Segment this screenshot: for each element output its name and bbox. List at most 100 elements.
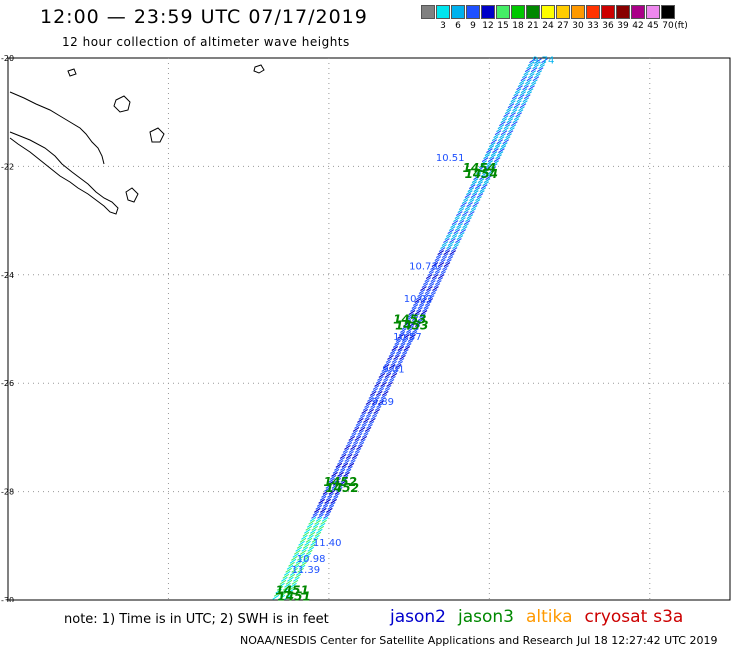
track-mark bbox=[324, 486, 331, 492]
track-mark bbox=[529, 70, 537, 76]
track-mark bbox=[328, 489, 336, 495]
track-mark bbox=[412, 301, 420, 306]
track-mark bbox=[481, 157, 489, 163]
track-mark bbox=[310, 528, 317, 534]
track-mark bbox=[311, 525, 319, 531]
track-mark bbox=[327, 504, 335, 510]
track-mark bbox=[315, 504, 323, 510]
track-mark bbox=[355, 432, 363, 438]
track-mark bbox=[529, 58, 536, 64]
track-mark bbox=[501, 115, 509, 121]
track-mark bbox=[412, 328, 419, 333]
track-mark bbox=[306, 522, 314, 528]
track-mark bbox=[354, 447, 362, 453]
track-mark bbox=[498, 148, 505, 154]
track-number-label-shadow: 1454 bbox=[465, 167, 498, 181]
track-mark bbox=[351, 453, 359, 459]
track-mark bbox=[318, 498, 325, 504]
wave-height-readout: 9.89 bbox=[372, 397, 394, 408]
track-mark bbox=[377, 399, 385, 405]
track-mark bbox=[509, 124, 517, 130]
track-mark bbox=[298, 564, 306, 570]
legend-label: 70 bbox=[662, 21, 674, 31]
wave-height-readout: 11.39 bbox=[291, 565, 320, 576]
track-mark bbox=[394, 364, 402, 369]
track-mark bbox=[272, 594, 280, 600]
track-mark bbox=[382, 364, 390, 369]
track-mark bbox=[442, 265, 449, 271]
track-mark bbox=[411, 316, 419, 321]
track-mark bbox=[448, 226, 456, 232]
track-mark bbox=[419, 313, 426, 318]
coastline-island bbox=[149, 127, 165, 143]
credit-line: NOAA/NESDIS Center for Satellite Applica… bbox=[240, 634, 574, 647]
track-mark bbox=[310, 540, 317, 546]
track-mark bbox=[452, 244, 459, 250]
track-mark bbox=[474, 172, 482, 178]
track-mark bbox=[413, 313, 420, 318]
track-mark bbox=[515, 100, 522, 106]
track-mark bbox=[447, 241, 455, 247]
track-mark bbox=[535, 58, 542, 64]
coastline-island bbox=[113, 95, 131, 113]
track-mark bbox=[470, 205, 478, 211]
track-mark bbox=[312, 510, 320, 516]
track-mark bbox=[331, 471, 338, 477]
track-mark bbox=[293, 549, 301, 555]
track-mark bbox=[368, 393, 376, 399]
track-mark bbox=[471, 178, 479, 184]
track-mark bbox=[381, 367, 389, 372]
track-mark bbox=[536, 67, 544, 73]
satellite-name: altika bbox=[526, 607, 573, 627]
legend-label: 30 bbox=[572, 21, 584, 31]
track-mark bbox=[505, 133, 512, 139]
track-mark bbox=[301, 534, 308, 540]
map-grid: 165168171174177-20-22-24-26-28-30 bbox=[1, 54, 730, 602]
track-mark bbox=[413, 325, 421, 330]
track-mark bbox=[459, 217, 466, 223]
legend-label: 33 bbox=[587, 21, 599, 31]
track-mark bbox=[308, 531, 316, 537]
track-mark bbox=[318, 510, 326, 516]
track-mark bbox=[374, 405, 382, 411]
track-mark bbox=[402, 349, 409, 354]
wave-height-map: 165168171174177-20-22-24-26-28-30 1454 14… bbox=[1, 54, 731, 602]
track-mark bbox=[404, 343, 412, 348]
track-mark bbox=[460, 202, 467, 208]
track-mark bbox=[473, 175, 480, 181]
track-mark bbox=[408, 310, 416, 315]
track-mark bbox=[474, 184, 482, 190]
page-subtitle: 12 hour collection of altimeter wave hei… bbox=[62, 35, 350, 49]
track-mark bbox=[435, 280, 442, 285]
track-mark bbox=[387, 355, 394, 360]
track-mark bbox=[336, 459, 344, 465]
track-mark bbox=[493, 133, 500, 139]
track-mark bbox=[407, 325, 415, 330]
track-mark bbox=[462, 211, 469, 217]
track-mark bbox=[434, 256, 442, 262]
track-mark bbox=[479, 175, 486, 181]
track-mark bbox=[357, 417, 364, 423]
track-mark bbox=[401, 325, 409, 330]
legend-label: 15 bbox=[497, 21, 509, 31]
track-mark bbox=[501, 142, 508, 148]
track-mark bbox=[364, 402, 371, 408]
track-mark bbox=[499, 145, 507, 151]
legend-swatch bbox=[481, 5, 495, 19]
track-mark bbox=[411, 304, 419, 309]
track-mark bbox=[400, 328, 407, 333]
track-mark bbox=[406, 340, 413, 345]
track-mark bbox=[279, 591, 287, 597]
track-mark bbox=[482, 181, 489, 187]
track-mark bbox=[430, 289, 438, 294]
track-mark bbox=[371, 387, 379, 393]
track-mark bbox=[408, 322, 416, 327]
track-mark bbox=[377, 387, 385, 393]
track-mark bbox=[483, 166, 491, 172]
track-mark bbox=[373, 408, 380, 414]
track-mark bbox=[381, 379, 389, 384]
track-mark bbox=[497, 124, 505, 130]
coastline-islet bbox=[67, 68, 77, 77]
track-number-label: 1451 bbox=[275, 584, 308, 598]
track-mark bbox=[388, 352, 396, 357]
